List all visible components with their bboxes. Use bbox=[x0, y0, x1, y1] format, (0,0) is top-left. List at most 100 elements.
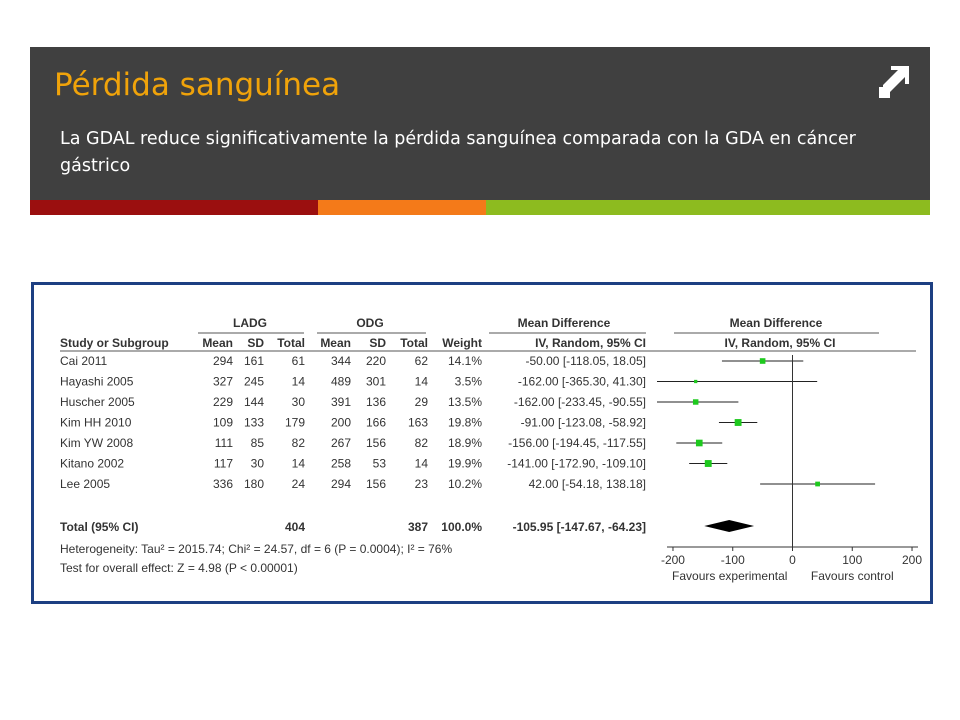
col-plot-method: IV, Random, 95% CI bbox=[725, 336, 836, 350]
favours-right-label: Favours control bbox=[811, 569, 894, 583]
study-odg-mean: 258 bbox=[331, 457, 351, 471]
study-ladg-sd: 133 bbox=[244, 416, 264, 430]
study-ladg-mean: 109 bbox=[213, 416, 233, 430]
effect-marker bbox=[694, 379, 698, 384]
study-odg-total: 23 bbox=[415, 477, 429, 491]
study-odg-sd: 156 bbox=[366, 477, 386, 491]
study-odg-sd: 136 bbox=[366, 395, 386, 409]
study-name: Lee 2005 bbox=[60, 477, 110, 491]
effect-marker bbox=[692, 399, 699, 405]
favours-left-label: Favours experimental bbox=[672, 569, 787, 583]
study-ladg-total: 61 bbox=[292, 354, 306, 368]
study-ladg-total: 82 bbox=[292, 436, 306, 450]
col-odg-mean: Mean bbox=[320, 336, 351, 350]
study-ladg-total: 14 bbox=[292, 457, 306, 471]
col-ladg-mean: Mean bbox=[202, 336, 233, 350]
odg-group-header: ODG bbox=[356, 316, 383, 330]
col-ladg-sd: SD bbox=[247, 336, 264, 350]
study-weight: 18.9% bbox=[448, 436, 482, 450]
col-odg-total: Total bbox=[400, 336, 428, 350]
study-ladg-mean: 294 bbox=[213, 354, 233, 368]
study-odg-total: 29 bbox=[415, 395, 429, 409]
study-ladg-mean: 117 bbox=[214, 457, 233, 471]
md-table-header: Mean Difference bbox=[518, 316, 611, 330]
study-name: Hayashi 2005 bbox=[60, 375, 134, 389]
plot-area: -200 -100 0 100 200 Favours experimental Favou… bbox=[657, 355, 922, 583]
x-tick-label: 200 bbox=[902, 553, 922, 567]
study-md-ci: -162.00 [-233.45, -90.55] bbox=[514, 395, 646, 409]
total-ladg-total: 404 bbox=[285, 520, 305, 534]
study-name: Huscher 2005 bbox=[60, 395, 135, 409]
study-ladg-total: 30 bbox=[292, 395, 306, 409]
col-md-method: IV, Random, 95% CI bbox=[535, 336, 646, 350]
study-md-ci: 42.00 [-54.18, 138.18] bbox=[529, 477, 646, 491]
study-odg-mean: 344 bbox=[331, 354, 351, 368]
ladg-group-header: LADG bbox=[233, 316, 267, 330]
study-odg-sd: 166 bbox=[366, 416, 386, 430]
study-ladg-sd: 144 bbox=[244, 395, 264, 409]
study-ladg-total: 179 bbox=[285, 416, 305, 430]
study-rows: Cai 2011 294 161 61 344 220 62 14.1% -50.00 [-11… bbox=[60, 354, 646, 534]
study-md-ci: -156.00 [-194.45, -117.55] bbox=[508, 436, 646, 450]
x-tick-label: 0 bbox=[789, 553, 796, 567]
effect-marker bbox=[704, 460, 712, 467]
slide-title: Pérdida sanguínea bbox=[54, 67, 341, 103]
study-odg-total: 82 bbox=[415, 436, 429, 450]
study-name: Kitano 2002 bbox=[60, 457, 124, 471]
accent-stripe-0 bbox=[30, 200, 318, 215]
study-ladg-sd: 180 bbox=[244, 477, 264, 491]
study-odg-sd: 156 bbox=[366, 436, 386, 450]
study-md-ci: -162.00 [-365.30, 41.30] bbox=[518, 375, 646, 389]
study-odg-mean: 294 bbox=[331, 477, 351, 491]
overall-effect-text: Test for overall effect: Z = 4.98 (P < 0… bbox=[60, 561, 298, 575]
study-weight: 14.1% bbox=[448, 354, 482, 368]
study-ladg-sd: 161 bbox=[244, 354, 264, 368]
study-ladg-mean: 229 bbox=[213, 395, 233, 409]
col-odg-sd: SD bbox=[369, 336, 386, 350]
forest-plot-figure: LADG ODG Mean Difference Mean Difference… bbox=[31, 282, 933, 604]
effect-marker bbox=[734, 419, 742, 426]
study-odg-sd: 301 bbox=[366, 375, 386, 389]
accent-stripe-1 bbox=[318, 200, 486, 215]
study-md-ci: -141.00 [-172.90, -109.10] bbox=[507, 457, 646, 471]
study-odg-total: 14 bbox=[415, 375, 429, 389]
effect-marker bbox=[759, 358, 766, 364]
study-odg-mean: 200 bbox=[331, 416, 351, 430]
x-tick-label: -100 bbox=[721, 553, 745, 567]
study-ladg-sd: 30 bbox=[251, 457, 265, 471]
study-weight: 13.5% bbox=[448, 395, 482, 409]
study-ladg-mean: 327 bbox=[213, 375, 233, 389]
study-weight: 19.9% bbox=[448, 457, 482, 471]
study-odg-sd: 220 bbox=[366, 354, 386, 368]
study-name: Kim YW 2008 bbox=[60, 436, 133, 450]
study-name: Kim HH 2010 bbox=[60, 416, 132, 430]
study-ladg-total: 14 bbox=[292, 375, 306, 389]
slide-header: Pérdida sanguínea La GDAL reduce signifi… bbox=[30, 47, 930, 200]
x-tick-label: 100 bbox=[842, 553, 862, 567]
arrow-up-right-icon bbox=[879, 66, 909, 98]
study-odg-mean: 391 bbox=[331, 395, 351, 409]
study-odg-sd: 53 bbox=[373, 457, 387, 471]
slide-subtitle: La GDAL reduce significativamente la pér… bbox=[60, 129, 856, 176]
accent-stripe-2 bbox=[486, 200, 930, 215]
col-study: Study or Subgroup bbox=[60, 336, 169, 350]
pooled-diamond bbox=[704, 520, 755, 532]
study-odg-total: 14 bbox=[415, 457, 429, 471]
total-label: Total (95% CI) bbox=[60, 520, 138, 534]
md-plot-header: Mean Difference bbox=[730, 316, 823, 330]
study-ladg-sd: 85 bbox=[251, 436, 265, 450]
col-ladg-total: Total bbox=[277, 336, 305, 350]
study-weight: 19.8% bbox=[448, 416, 482, 430]
total-md-ci: -105.95 [-147.67, -64.23] bbox=[513, 520, 646, 534]
study-weight: 10.2% bbox=[448, 477, 482, 491]
study-ladg-sd: 245 bbox=[244, 375, 264, 389]
accent-stripes bbox=[30, 200, 930, 215]
effect-marker bbox=[695, 439, 703, 447]
forest-plot: LADG ODG Mean Difference Mean Difference… bbox=[60, 316, 922, 583]
study-odg-mean: 489 bbox=[331, 375, 351, 389]
study-ladg-mean: 111 bbox=[215, 436, 234, 450]
study-ladg-mean: 336 bbox=[213, 477, 233, 491]
effect-marker bbox=[815, 481, 820, 487]
total-weight: 100.0% bbox=[441, 520, 482, 534]
study-odg-mean: 267 bbox=[331, 436, 351, 450]
